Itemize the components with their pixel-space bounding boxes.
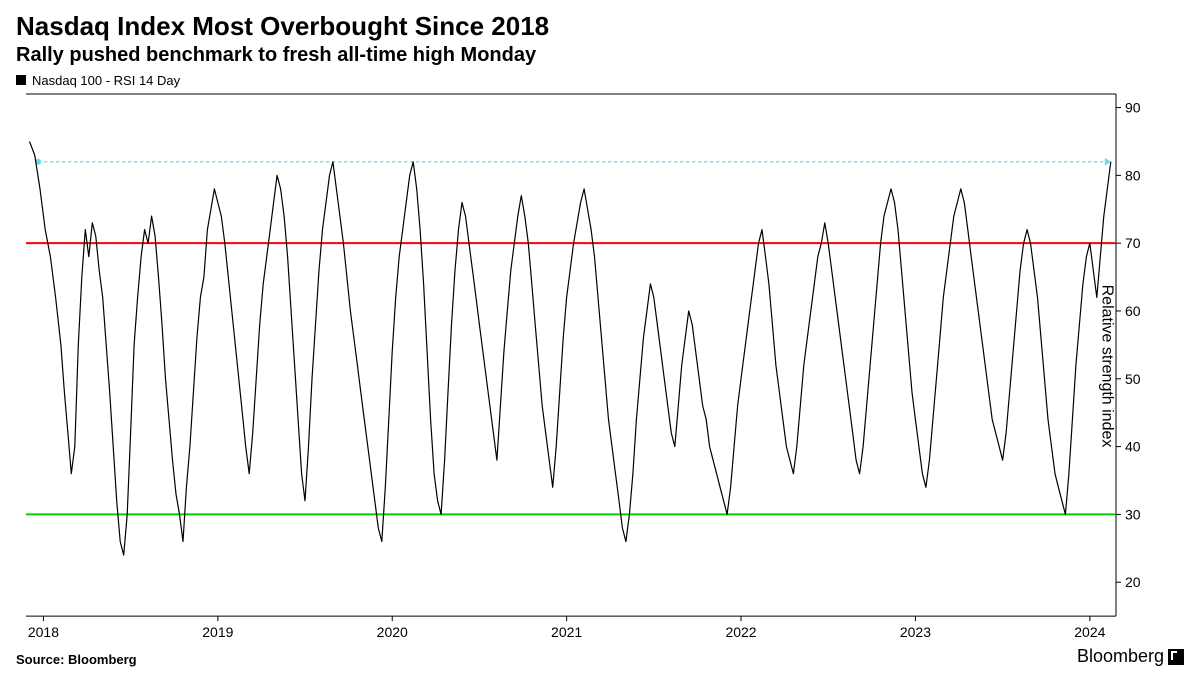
svg-text:2019: 2019 (202, 624, 233, 640)
chart-title: Nasdaq Index Most Overbought Since 2018 (16, 12, 1184, 42)
svg-text:2018: 2018 (28, 624, 59, 640)
source-attribution: Source: Bloomberg (16, 652, 137, 667)
svg-text:80: 80 (1125, 167, 1141, 183)
svg-text:2021: 2021 (551, 624, 582, 640)
svg-text:2022: 2022 (725, 624, 756, 640)
y-axis-title: Relative strength index (1098, 285, 1116, 448)
svg-text:60: 60 (1125, 303, 1141, 319)
brand-logo: Bloomberg (1077, 646, 1184, 667)
svg-text:20: 20 (1125, 574, 1141, 590)
svg-text:2023: 2023 (900, 624, 931, 640)
svg-text:2024: 2024 (1074, 624, 1105, 640)
legend-label: Nasdaq 100 - RSI 14 Day (32, 73, 180, 88)
svg-text:70: 70 (1125, 235, 1141, 251)
legend-swatch (16, 75, 26, 85)
legend: Nasdaq 100 - RSI 14 Day (16, 73, 1184, 88)
chart-area: 20 30 40 50 60 70 80 90 2018 2019 2020 2021 2022 2023… (16, 90, 1184, 642)
svg-text:50: 50 (1125, 371, 1141, 387)
svg-text:2020: 2020 (377, 624, 408, 640)
svg-text:40: 40 (1125, 438, 1141, 454)
line-chart-svg: 20 30 40 50 60 70 80 90 2018 2019 2020 2021 2022 2023… (16, 90, 1184, 642)
svg-text:30: 30 (1125, 506, 1141, 522)
brand-text: Bloomberg (1077, 646, 1164, 667)
chart-subtitle: Rally pushed benchmark to fresh all-time… (16, 44, 1184, 67)
svg-text:90: 90 (1125, 99, 1141, 115)
brand-mark-icon (1168, 649, 1184, 665)
